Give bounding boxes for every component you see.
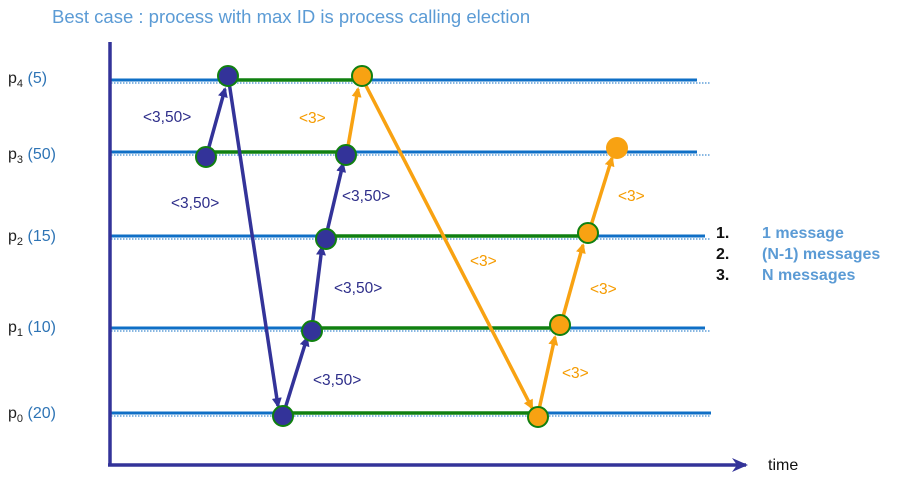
election-message-label: <3,50> [342,188,391,205]
time-axis-label: time [768,457,799,474]
message-count-item: 1. 1 message [716,224,844,242]
active-segments [206,78,588,415]
coordinator-message-label: <3> [562,365,589,382]
node-election-p0 [272,405,294,427]
node-coordinator-p2 [577,222,599,244]
node-coordinator-p1 [549,314,571,336]
node-election-p4 [217,65,239,87]
message-count-list: 1. 1 message 2. (N-1) messages 3. N message… [716,223,880,286]
diagram-title: Best case : process with max ID is proce… [52,6,531,27]
election-arrows [205,81,347,413]
election-message-label: <3,50> [334,280,383,297]
message-count-item: 3. N messages [716,266,856,284]
election-message-label: <3,50> [143,109,192,126]
election-arrow-p0-p1 [282,336,310,413]
election-nodes [195,65,357,427]
process-label-p0: p0 (20) [8,405,56,426]
coordinator-arrow-p1-p2 [559,243,586,325]
message-count-item: 2. (N-1) messages [716,245,881,263]
coordinator-arrow-p0-p1 [536,335,559,415]
node-election-p2 [315,228,337,250]
election-message-label: <3,50> [313,372,362,389]
coordinator-arrow-p4-p0 [360,77,534,410]
node-coordinator-p3 [606,137,628,159]
process-label-p2: p2 (15) [8,228,56,249]
coordinator-message-label: <3> [590,281,617,298]
process-timelines [111,78,711,417]
coordinator-message-label: <3> [299,110,326,127]
process-label-p4: p4 (5) [8,70,48,91]
election-arrow-p3-p4 [205,87,228,155]
node-election-p3-recv [335,144,357,166]
process-label-p3: p3 (50) [8,146,56,167]
coordinator-arrows [345,77,615,415]
coordinator-arrow-p2-p3 [587,156,615,233]
election-message-label: <3,50> [171,195,220,212]
node-coordinator-p0 [527,406,549,428]
node-election-p3 [195,146,217,168]
process-label-p1: p1 (10) [8,319,56,340]
node-coordinator-p4 [351,65,373,87]
coordinator-message-label: <3> [618,188,645,205]
coordinator-message-label: <3> [470,253,497,270]
election-arrow-p4-p0 [227,81,282,408]
election-arrow-p2-p3 [324,162,347,237]
coordinator-arrow-p3-p4 [345,87,362,153]
election-arrow-p1-p2 [310,245,326,328]
node-election-p1 [301,320,323,342]
coordinator-nodes [351,65,628,428]
